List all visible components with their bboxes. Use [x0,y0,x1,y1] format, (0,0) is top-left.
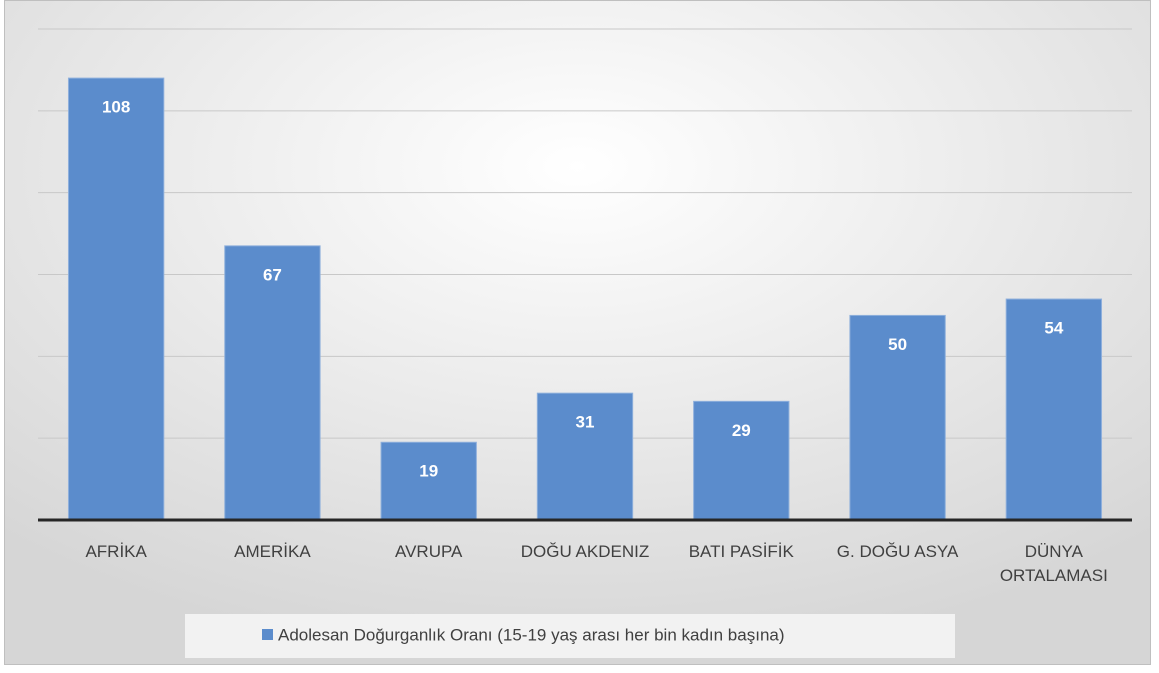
x-tick-label: DÜNYA ORTALAMASI [999,542,1108,585]
value-label: 54 [1044,319,1063,338]
bar [849,314,946,521]
x-tick-label: AVRUPA [395,542,463,561]
bar [536,392,634,521]
chart-background [4,0,1151,665]
legend-label: Adolesan Doğurganlık Oranı (15-19 yaş ar… [278,625,785,644]
value-label: 108 [102,98,130,117]
x-tick-label: G. DOĞU ASYA [836,542,959,561]
legend-box [185,614,955,658]
x-tick-label: AFRİKA [85,542,147,561]
bar [224,245,321,521]
x-tick-label: AMERİKA [234,542,311,561]
value-label: 31 [576,413,595,432]
value-label: 50 [888,335,907,354]
legend-swatch [262,629,273,640]
bar [380,441,477,521]
value-label: 19 [419,462,438,481]
x-tick-label: DOĞU AKDENIZ [520,542,650,561]
x-tick-label: BATI PASİFİK [688,542,794,561]
bar [67,77,165,521]
value-label: 67 [263,265,282,284]
bar [693,400,790,521]
value-label: 29 [732,421,751,440]
